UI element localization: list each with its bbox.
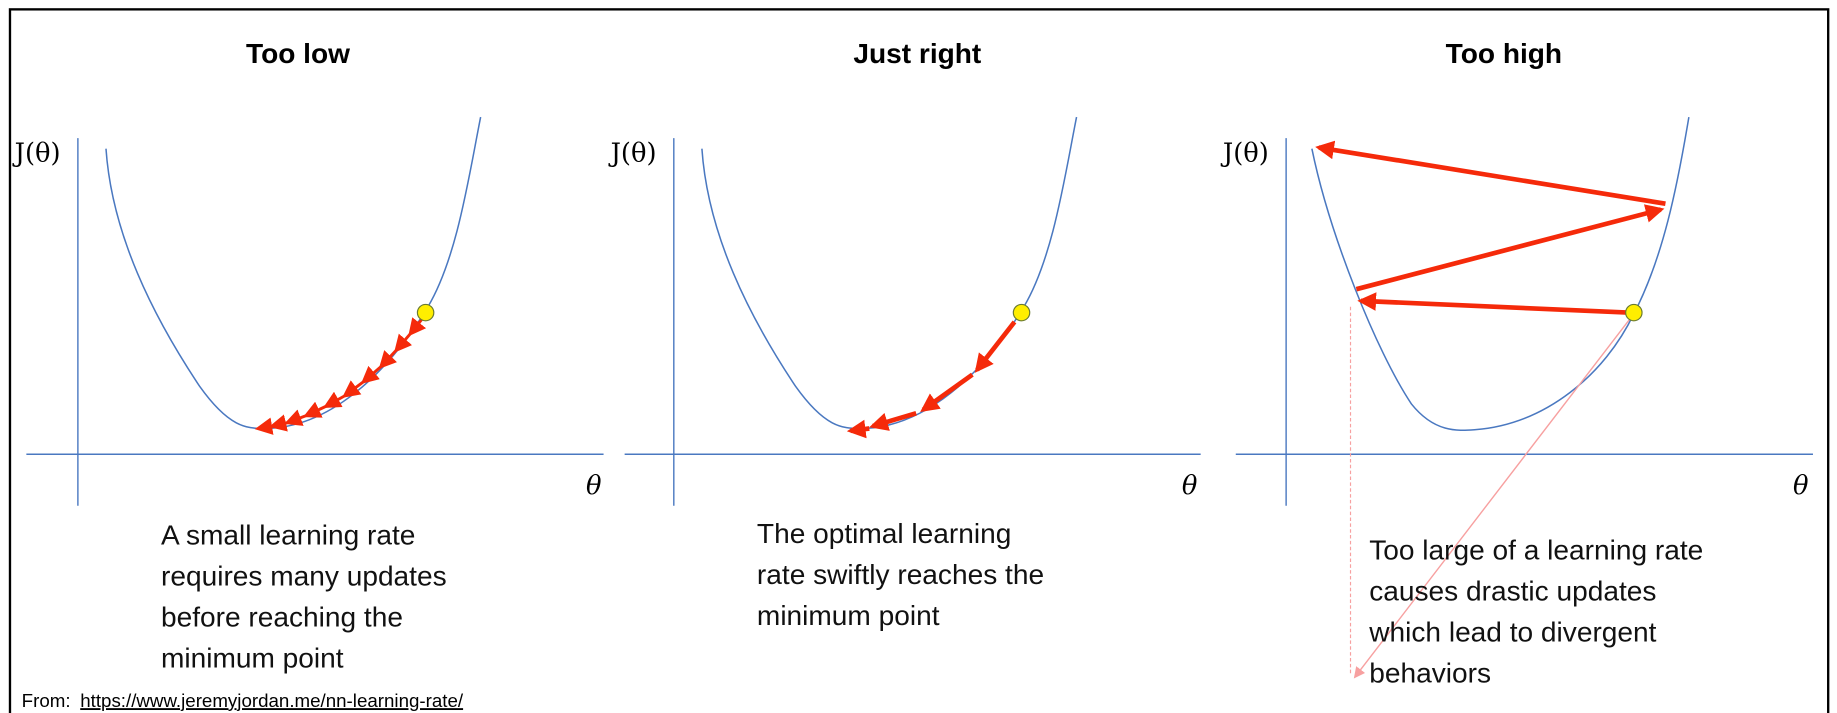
caption-line: A small learning rate xyxy=(161,519,415,550)
start-point xyxy=(1625,303,1643,322)
x-axis-label: θ xyxy=(1182,471,1198,501)
caption-line: which lead to divergent xyxy=(1368,617,1656,648)
caption-line: The optimal learning xyxy=(757,518,1011,549)
y-axis-label: J(θ) xyxy=(1220,139,1269,169)
start-point xyxy=(1012,303,1031,322)
panel-too-high: Too high J(θ) θ Too large of a learning … xyxy=(1220,38,1813,689)
caption-line: Too large of a learning rate xyxy=(1369,535,1703,566)
cost-curve xyxy=(105,116,482,430)
projection-line xyxy=(1353,313,1635,679)
caption-line: before reaching the xyxy=(161,601,403,632)
update-arrows xyxy=(254,315,427,435)
start-point xyxy=(416,303,435,322)
frame xyxy=(8,8,1830,713)
panel-too-low: Too low J(θ) θ A small learning rate req… xyxy=(12,38,604,673)
y-axis-label: J(θ) xyxy=(12,139,61,169)
x-axis-label: θ xyxy=(586,471,602,501)
panel-title: Too low xyxy=(246,38,350,69)
cost-curve xyxy=(701,116,1078,430)
cost-curve xyxy=(1311,116,1690,432)
x-axis-label: θ xyxy=(1793,471,1809,501)
update-arrows xyxy=(846,320,1017,439)
panel-title: Too high xyxy=(1446,38,1562,69)
caption-line: minimum point xyxy=(161,642,344,673)
update-arrows xyxy=(1315,140,1666,315)
caption-line: causes drastic updates xyxy=(1369,576,1656,607)
caption-line: minimum point xyxy=(757,600,940,631)
caption-line: requires many updates xyxy=(161,560,447,591)
caption-line: behaviors xyxy=(1369,658,1491,689)
panel-just-right: Just right J(θ) θ The optimal learning r… xyxy=(608,38,1201,631)
caption-line: rate swiftly reaches the xyxy=(757,559,1044,590)
footer-prefix: From: xyxy=(22,690,71,711)
panel-title: Just right xyxy=(853,38,981,69)
footer-link[interactable]: https://www.jeremyjordan.me/nn-learning-… xyxy=(80,690,464,711)
y-axis-label: J(θ) xyxy=(608,139,657,169)
